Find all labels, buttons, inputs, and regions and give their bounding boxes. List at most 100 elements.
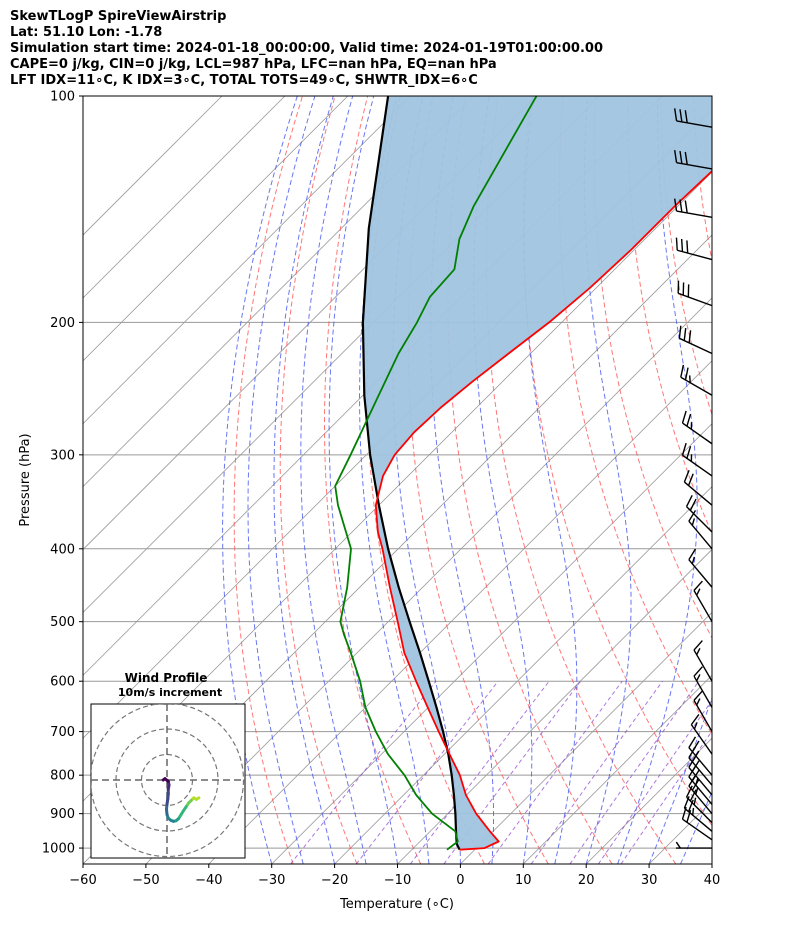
- barb-feather: [684, 367, 689, 381]
- x-tick-label: 0: [456, 873, 464, 888]
- barb-staff: [688, 520, 713, 550]
- dewpoint-line: [334, 96, 538, 851]
- wind-barb: [675, 237, 713, 261]
- moist-adiabat: [358, 96, 430, 864]
- barb-staff: [682, 422, 713, 445]
- y-axis-label: Pressure (hPa): [18, 433, 33, 526]
- barb-feather: [684, 200, 688, 214]
- barb-feather: [688, 330, 692, 343]
- dry-adiabat: [485, 96, 677, 864]
- mixing-ratio-line: [290, 680, 437, 864]
- wind-barb: [678, 325, 713, 355]
- barb-feather: [679, 199, 683, 213]
- isotherm: [523, 674, 712, 864]
- times-line: Simulation start time: 2024-01-18_00:00:…: [10, 41, 603, 56]
- barb-feather: [691, 518, 696, 526]
- wind-barb: [688, 736, 713, 776]
- hodograph-title: Wind Profile: [125, 671, 208, 685]
- barb-feather: [696, 674, 701, 682]
- moist-adiabat: [247, 96, 316, 864]
- barb-staff: [688, 785, 713, 815]
- barb-feather: [684, 110, 688, 123]
- wind-barbs: [673, 108, 713, 849]
- barb-feather: [684, 151, 688, 165]
- axes: −60 −50 −40 −30 −20 −10 0 10 20 30 40 100 200 300 400 5…: [42, 90, 720, 889]
- x-tick-label: −10: [384, 873, 411, 888]
- y-tick-label: 300: [50, 448, 75, 463]
- barb-feather: [691, 556, 696, 565]
- hodograph-segment: [161, 777, 167, 782]
- barb-feather: [693, 666, 703, 677]
- dry-adiabat: [233, 96, 303, 864]
- barb-staff: [693, 700, 713, 732]
- wind-barb: [688, 510, 713, 550]
- mixing-ratio-line: [597, 699, 712, 864]
- dry-adiabat: [593, 96, 712, 639]
- barb-feather: [693, 580, 703, 591]
- barb-feather: [675, 841, 681, 849]
- barb-staff: [676, 120, 713, 128]
- wind-barb: [673, 198, 713, 219]
- x-tick-label: −60: [69, 873, 96, 888]
- barb-feather: [695, 787, 699, 795]
- dry-adiabat: [447, 96, 613, 864]
- parcel-profile-line: [361, 96, 461, 851]
- barb-feather: [686, 413, 692, 427]
- isotherm: [83, 96, 223, 236]
- wind-barb: [681, 806, 713, 841]
- barb-feather: [673, 198, 678, 212]
- mixing-ratio-line: [409, 680, 550, 864]
- barb-feather: [685, 494, 693, 507]
- barb-feather: [680, 238, 684, 252]
- wind-barb: [675, 841, 712, 849]
- hodograph-plot: [91, 704, 245, 858]
- barb-staff: [686, 796, 713, 824]
- temperature-line: [374, 169, 712, 851]
- wind-barb: [693, 580, 713, 623]
- barb-feather: [696, 698, 701, 706]
- dry-adiabat: [522, 96, 712, 827]
- barb-feather: [689, 498, 697, 511]
- wind-barb: [681, 410, 713, 445]
- barb-staff: [676, 210, 713, 219]
- barb-feather: [678, 325, 682, 339]
- x-tick-label: 40: [704, 873, 721, 888]
- isotherm: [83, 96, 474, 488]
- moist-adiabat: [648, 696, 712, 864]
- wind-barb: [690, 714, 713, 755]
- chart-title: SkewTLogP SpireViewAirstrip: [10, 9, 227, 24]
- barb-feather: [693, 690, 703, 701]
- isotherm: [460, 611, 712, 864]
- wind-barb: [677, 280, 713, 307]
- isotherm: [83, 96, 411, 425]
- barb-staff: [686, 506, 713, 533]
- moist-adiabat: [617, 96, 698, 864]
- x-tick-label: −30: [258, 873, 285, 888]
- x-tick-label: −50: [132, 873, 159, 888]
- barb-staff: [676, 161, 713, 170]
- y-tick-label: 400: [50, 542, 75, 557]
- barb-staff: [688, 559, 713, 588]
- barb-feather: [696, 588, 701, 596]
- y-tick-label: 1000: [42, 842, 75, 857]
- barb-feather: [680, 364, 685, 378]
- barb-feather: [690, 714, 700, 726]
- barb-staff: [693, 675, 713, 708]
- barb-staff: [690, 724, 713, 755]
- indices-line-2: LFT IDX=11∘C, K IDX=3∘C, TOTAL TOTS=49∘C…: [10, 73, 478, 88]
- location-line: Lat: 51.10 Lon: -1.78: [10, 25, 163, 40]
- barb-feather: [693, 640, 703, 651]
- mixing-ratio-line: [620, 730, 712, 864]
- barb-feather: [691, 740, 700, 753]
- wind-barb: [685, 785, 713, 824]
- barb-feather: [686, 446, 692, 459]
- barb-staff: [683, 807, 713, 832]
- y-tick-label: 900: [50, 807, 75, 822]
- barb-feather: [673, 150, 678, 163]
- isotherm: [83, 96, 349, 362]
- dry-adiabat: [660, 96, 712, 416]
- moist-adiabat: [300, 96, 367, 864]
- x-tick-label: 20: [578, 873, 595, 888]
- barb-feather: [687, 799, 694, 812]
